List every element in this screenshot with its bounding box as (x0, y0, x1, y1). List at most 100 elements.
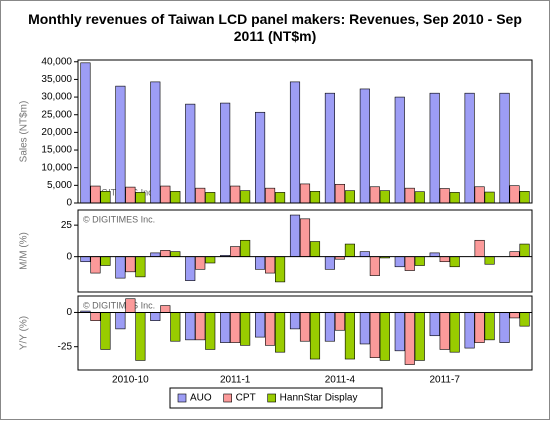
bar (80, 62, 91, 204)
bar (344, 243, 355, 257)
bar (135, 312, 146, 361)
bar (220, 312, 231, 343)
watermark: © DIGITIMES Inc. (83, 300, 155, 310)
bar (414, 256, 425, 266)
bar (299, 183, 311, 204)
bar (125, 298, 136, 313)
bar (369, 186, 380, 204)
bar (359, 88, 370, 204)
bar (170, 191, 181, 204)
bar (275, 256, 286, 283)
watermark: © DIGITIMES Inc. (83, 214, 155, 224)
bar (185, 312, 196, 341)
x-tick-label: 2010-10 (112, 375, 149, 386)
bar (429, 252, 440, 257)
bar (359, 251, 370, 257)
bar (499, 92, 510, 204)
bar (299, 218, 311, 257)
bar (509, 312, 520, 319)
bar (135, 192, 146, 204)
bar (474, 312, 485, 343)
bar (80, 256, 91, 263)
bar (255, 256, 266, 270)
bar (185, 103, 196, 204)
y-tick-label: 40,000 (41, 56, 72, 67)
bar (449, 312, 460, 353)
title-line: 2011 (NT$m) (234, 28, 316, 44)
bar (324, 92, 335, 204)
bar (170, 312, 181, 342)
bar (404, 187, 415, 204)
bar (324, 256, 335, 270)
bar (509, 251, 520, 257)
bar (429, 92, 440, 204)
y-tick-label: 5,000 (47, 180, 72, 191)
bar (195, 187, 206, 204)
bar (230, 312, 241, 343)
bar (309, 191, 321, 204)
bar (275, 312, 286, 353)
bar (150, 312, 161, 321)
bar (160, 305, 171, 313)
bar (474, 186, 485, 204)
bar (265, 187, 276, 204)
chart-title: Monthly revenues of Taiwan LCD panel mak… (28, 11, 522, 44)
y-tick-label: -25 (58, 341, 73, 352)
bar (394, 256, 405, 268)
bar (464, 312, 475, 349)
bar (369, 312, 380, 358)
legend-swatch (267, 393, 276, 403)
bar (255, 312, 266, 338)
bar (160, 250, 171, 257)
bar (125, 186, 136, 204)
y-tick-label: 25 (61, 220, 73, 231)
bar (289, 214, 301, 257)
bar (170, 251, 181, 257)
bar (205, 192, 216, 204)
bar (519, 191, 530, 204)
legend-swatch (223, 393, 232, 403)
bar (344, 312, 355, 360)
bar (275, 192, 286, 204)
bar (195, 312, 206, 341)
bar (115, 312, 126, 330)
bar (150, 81, 161, 204)
bar (185, 256, 196, 281)
bar (240, 312, 251, 346)
bar (115, 256, 126, 279)
bar (150, 252, 161, 257)
bar (404, 312, 415, 365)
bar (100, 256, 111, 266)
title-line: Monthly revenues of Taiwan LCD panel mak… (28, 11, 522, 27)
bar (474, 239, 485, 257)
y-tick-label: 15,000 (41, 145, 72, 156)
bar (289, 81, 301, 204)
bar (334, 312, 345, 331)
bar (230, 185, 241, 204)
bar (299, 312, 311, 342)
bar (379, 312, 390, 361)
bar (100, 312, 111, 350)
bar (230, 246, 241, 257)
y-tick-label: 20,000 (41, 127, 72, 138)
y-axis-title: M/M (%) (19, 232, 30, 270)
y-axis-title: Sales (NT$m) (19, 101, 30, 163)
bar (369, 256, 380, 276)
bar (265, 312, 276, 346)
bar (100, 191, 111, 204)
bar (404, 256, 415, 271)
bar (414, 191, 425, 204)
y-tick-label: 0 (66, 251, 72, 262)
y-tick-label: 35,000 (41, 74, 72, 85)
bar (90, 185, 101, 204)
bar (90, 312, 101, 321)
bar (115, 85, 126, 204)
y-tick-label: 25,000 (41, 109, 72, 120)
bar (484, 191, 495, 204)
y-tick-label: 0 (66, 198, 72, 209)
plot-area (77, 59, 533, 204)
bar (160, 185, 171, 204)
bar (394, 96, 405, 204)
bar (125, 256, 136, 273)
